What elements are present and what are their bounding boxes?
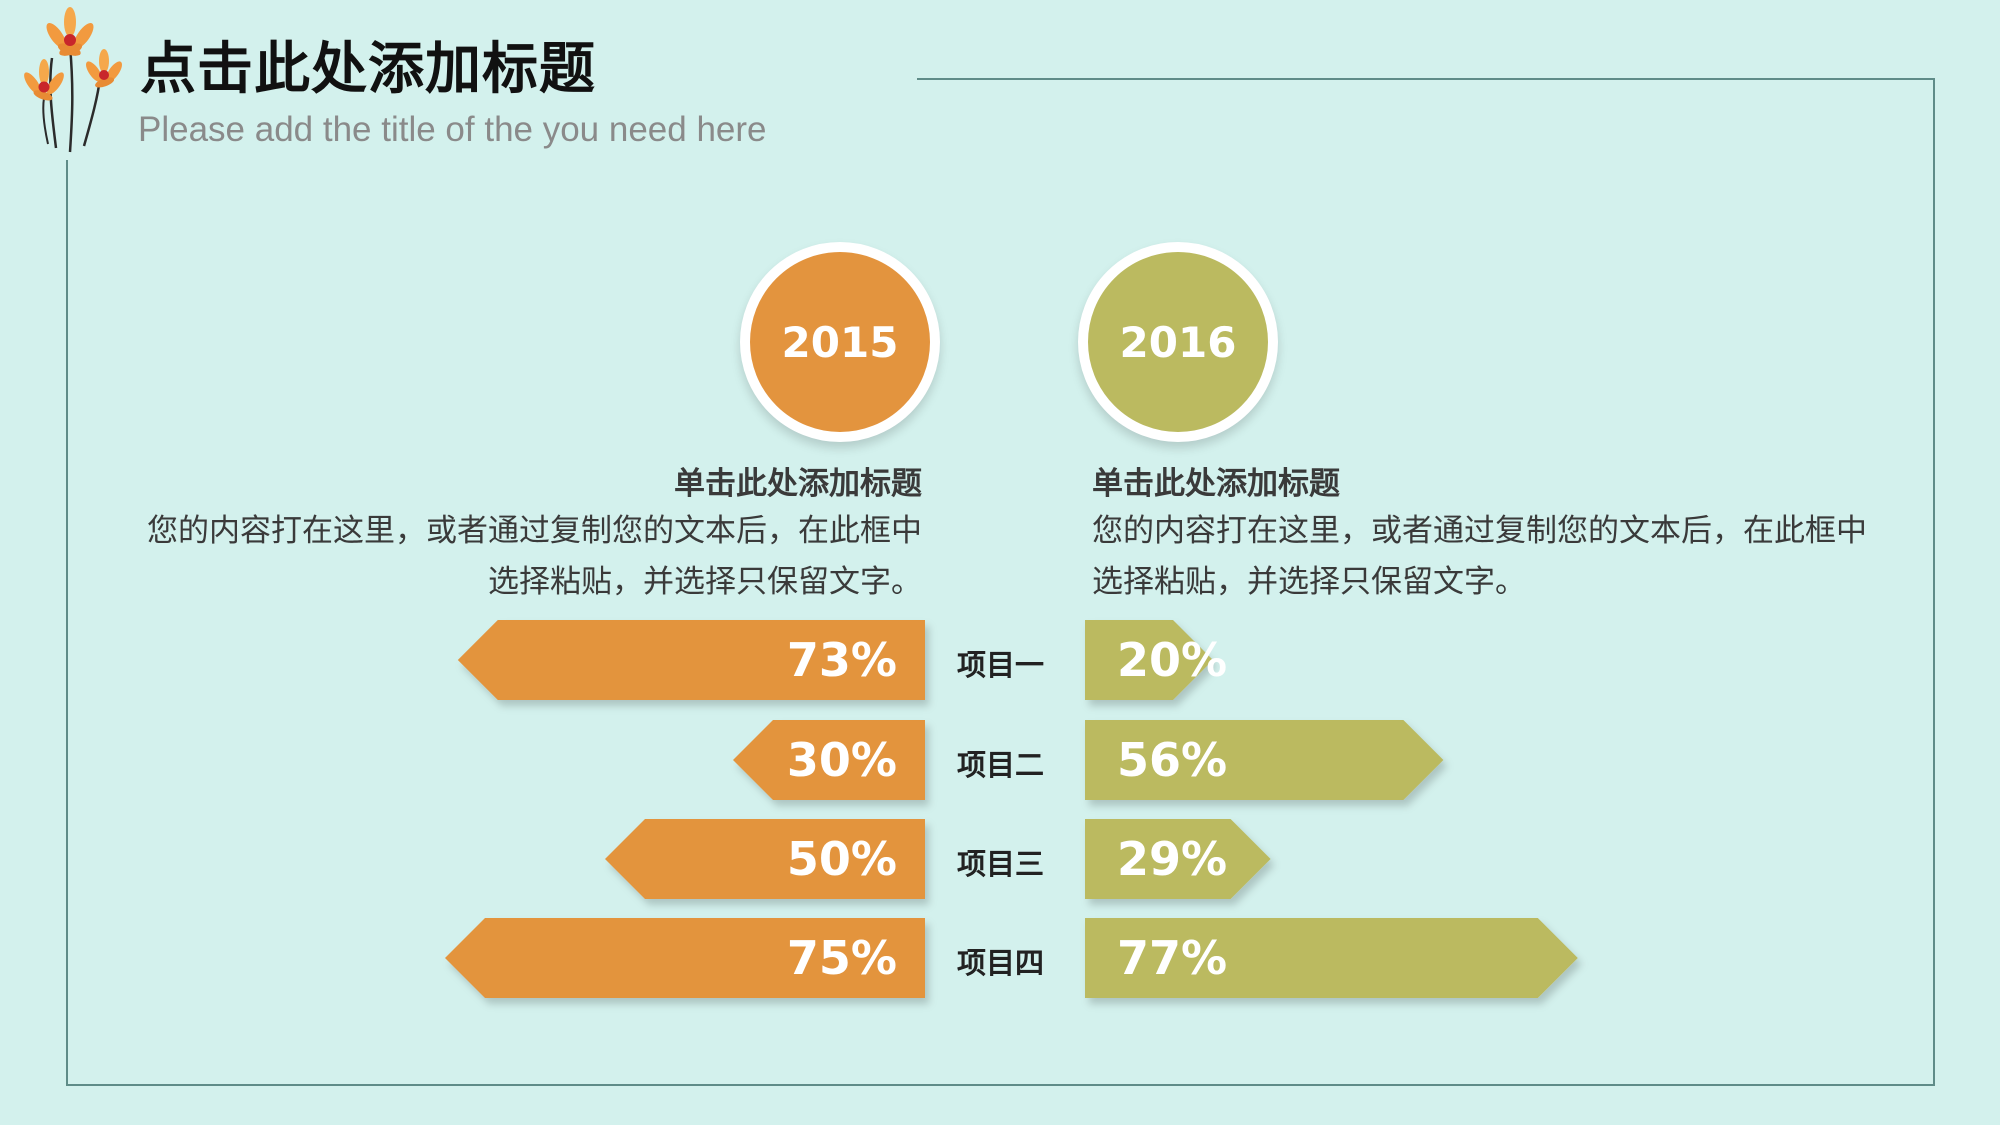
left-description-heading: 单击此处添加标题 bbox=[674, 466, 922, 502]
bar-label-2016-1: 20% bbox=[1117, 633, 1227, 687]
bar-label-2015-2: 30% bbox=[787, 733, 897, 787]
bar-label-2016-4: 77% bbox=[1117, 931, 1227, 985]
category-label-1: 项目一 bbox=[957, 648, 1045, 682]
bar-2016-1 bbox=[1085, 620, 1213, 700]
year-2016-badge: 2016 bbox=[1078, 242, 1278, 442]
year-2015-badge: 2015 bbox=[740, 242, 940, 442]
frame-left-line bbox=[66, 160, 68, 1086]
bar-label-2016-3: 29% bbox=[1117, 832, 1227, 886]
bar-2015-4 bbox=[445, 918, 925, 998]
bar-label-2015-3: 50% bbox=[787, 832, 897, 886]
frame-top-line bbox=[917, 78, 1935, 80]
frame-bottom-line bbox=[66, 1084, 1935, 1086]
bar-2015-3 bbox=[605, 819, 925, 899]
bar-2016-2 bbox=[1085, 720, 1444, 800]
bar-label-2015-4: 75% bbox=[787, 931, 897, 985]
flower-decoration-icon bbox=[24, 7, 123, 153]
category-label-4: 项目四 bbox=[957, 946, 1045, 980]
bar-2015-2 bbox=[733, 720, 925, 800]
frame-right-line bbox=[1933, 78, 1935, 1086]
left-description-body: 您的内容打在这里，或者通过复制您的文本后，在此框中选择粘贴，并选择只保留文字。 bbox=[147, 513, 922, 600]
year-2015-label: 2015 bbox=[781, 317, 899, 367]
bar-2016-3 bbox=[1085, 819, 1271, 899]
bar-label-2016-2: 56% bbox=[1117, 733, 1227, 787]
bar-2015-1 bbox=[457, 620, 925, 700]
right-description-heading: 单击此处添加标题 bbox=[1092, 466, 1340, 502]
year-2016-label: 2016 bbox=[1119, 317, 1237, 367]
page-title: 点击此处添加标题 bbox=[140, 37, 596, 102]
page-subtitle: Please add the title of the you need her… bbox=[138, 110, 767, 149]
category-label-2: 项目二 bbox=[957, 748, 1045, 782]
bar-label-2015-1: 73% bbox=[787, 633, 897, 687]
category-label-3: 项目三 bbox=[957, 847, 1045, 881]
right-description-body: 您的内容打在这里，或者通过复制您的文本后，在此框中选择粘贴，并选择只保留文字。 bbox=[1092, 513, 1867, 600]
bar-2016-4 bbox=[1085, 918, 1578, 998]
